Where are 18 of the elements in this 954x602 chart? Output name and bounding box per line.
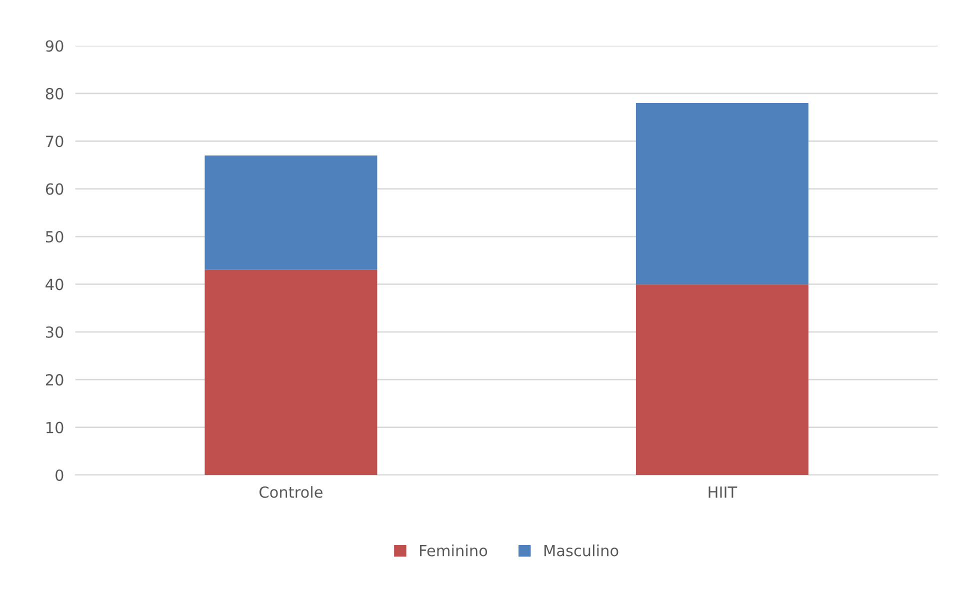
legend-label: Feminino [420,544,488,556]
x-tick-label: Controle [260,486,322,498]
y-tick-label: 80 [46,88,64,100]
y-tick-label: 30 [46,326,64,338]
bar [636,102,808,284]
y-tick-label: 70 [46,136,64,148]
y-tick-label: 40 [46,278,64,290]
y-tick-label: 90 [46,40,64,52]
y-tick-label: 20 [46,374,64,386]
y-tick-label: 60 [46,183,64,195]
legend-label: Masculino [544,544,618,556]
y-tick-label: 10 [46,422,64,434]
bar [636,284,808,475]
bar [204,270,378,475]
bar [204,155,378,270]
y-tick-label: 0 [56,469,64,481]
y-tick-label: 50 [46,230,64,243]
x-tick-label: HIIT [708,486,738,498]
